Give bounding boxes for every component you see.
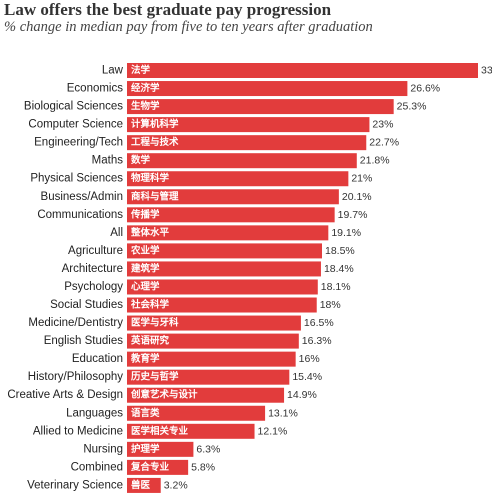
bar [127, 243, 322, 259]
value-label: 23% [372, 119, 393, 131]
category-label: Economics [67, 83, 123, 95]
bar [127, 387, 285, 403]
value-label: 19.1% [331, 227, 361, 239]
bar [127, 189, 339, 205]
value-label: 16.5% [304, 317, 334, 329]
category-label: Veterinary Science [27, 479, 123, 491]
bar [127, 261, 321, 277]
value-label: 6.3% [196, 443, 220, 455]
value-label: 14.9% [287, 389, 317, 401]
category-label: Business/Admin [41, 191, 123, 203]
bar [127, 135, 367, 151]
bar-inner-label: 历史与哲学 [131, 371, 179, 383]
bar [127, 297, 317, 313]
value-label: 5.8% [191, 461, 215, 473]
value-label: 13.1% [268, 407, 298, 419]
value-label: 21.8% [360, 155, 390, 167]
category-label: All [110, 227, 123, 239]
bar-inner-label: 生物学 [131, 100, 160, 112]
category-label: Allied to Medicine [33, 425, 123, 437]
bar-inner-label: 法学 [131, 64, 151, 76]
bar-inner-label: 计算机科学 [131, 118, 179, 130]
category-label: Maths [92, 155, 124, 167]
bar-inner-label: 护理学 [131, 443, 160, 455]
bar [127, 459, 189, 475]
value-label: 22.7% [369, 137, 399, 149]
bar [127, 99, 394, 115]
category-label: Biological Sciences [24, 101, 123, 113]
category-label: Social Studies [50, 299, 123, 311]
bar [127, 225, 329, 241]
value-label: 3.2% [164, 479, 188, 491]
category-label: Physical Sciences [30, 173, 123, 185]
category-label: Medicine/Dentistry [28, 317, 123, 329]
value-label: 25.3% [397, 101, 427, 113]
value-label: 16.3% [302, 335, 332, 347]
bar [127, 81, 408, 97]
value-label: 18.4% [324, 263, 354, 275]
category-label: Psychology [64, 281, 123, 293]
value-label: 18.5% [325, 245, 355, 257]
bar [127, 441, 194, 457]
bar [127, 207, 335, 223]
bar-inner-label: 商科与管理 [131, 190, 179, 202]
bar-inner-label: 数学 [130, 154, 151, 166]
category-label: History/Philosophy [28, 371, 123, 383]
bar-inner-label: 传播学 [130, 208, 160, 220]
bar-inner-label: 农业学 [130, 244, 160, 256]
value-label: 16% [299, 353, 320, 365]
bar [127, 369, 290, 385]
bar [127, 477, 161, 493]
value-label: 33.3% [481, 65, 492, 77]
bar-inner-label: 经济学 [131, 82, 160, 94]
value-label: 21% [351, 173, 372, 185]
bar [127, 153, 357, 169]
bar [127, 117, 370, 133]
category-label: Education [72, 353, 123, 365]
chart-subtitle: % change in median pay from five to ten … [4, 19, 373, 35]
bar [127, 171, 349, 187]
bar-inner-label: 建筑学 [130, 262, 160, 274]
category-label: Engineering/Tech [34, 137, 123, 149]
bar-inner-label: 复合专业 [130, 461, 170, 473]
bar [127, 351, 296, 367]
category-label: English Studies [44, 335, 124, 347]
category-label: Nursing [83, 443, 123, 455]
category-label: Combined [71, 461, 123, 473]
bar [127, 423, 255, 439]
value-label: 26.6% [410, 83, 440, 95]
bar-inner-label: 物理科学 [131, 172, 170, 184]
bar-inner-label: 医学相关专业 [131, 425, 189, 437]
category-label: Agriculture [68, 245, 123, 257]
bar [127, 333, 299, 349]
category-label: Communications [37, 209, 123, 221]
bar-inner-label: 英语研究 [131, 335, 170, 347]
bar [127, 405, 266, 421]
category-label: Creative Arts & Design [7, 389, 123, 401]
value-label: 20.1% [342, 191, 372, 203]
bar-inner-label: 医学与牙科 [131, 317, 179, 329]
bar [127, 63, 478, 78]
category-label: Computer Science [28, 119, 123, 131]
value-label: 12.1% [258, 425, 288, 437]
category-label: Law [102, 65, 124, 77]
bar [127, 315, 301, 331]
value-label: 18.1% [321, 281, 351, 293]
category-label: Languages [66, 407, 123, 419]
bar-inner-label: 整体水平 [130, 226, 170, 238]
chart-title: Law offers the best graduate pay progres… [4, 0, 332, 19]
value-label: 18% [320, 299, 341, 311]
bar-inner-label: 教育学 [130, 353, 160, 365]
bar-inner-label: 工程与技术 [131, 136, 179, 148]
bar-inner-label: 心理学 [131, 280, 160, 292]
category-label: Architecture [62, 263, 123, 275]
value-label: 15.4% [292, 371, 322, 383]
bar-inner-label: 创意艺术与设计 [130, 389, 198, 401]
bar-inner-label: 语言类 [131, 407, 160, 419]
bar-inner-label: 兽医 [131, 479, 151, 491]
bar [127, 279, 318, 295]
bar-inner-label: 社会科学 [130, 299, 170, 311]
value-label: 19.7% [338, 209, 368, 221]
